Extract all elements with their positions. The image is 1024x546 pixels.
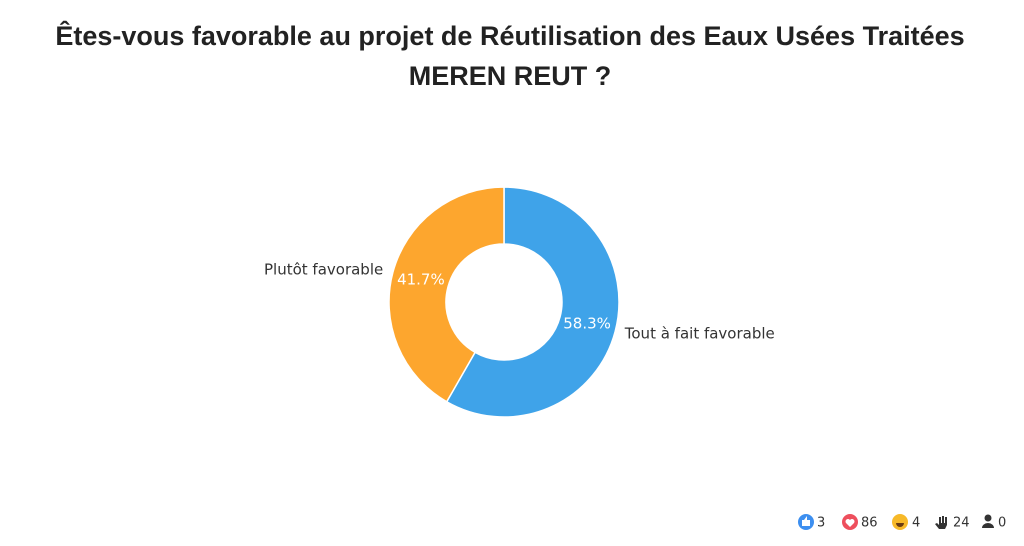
laugh-icon-mouth: [896, 523, 904, 527]
participant-icon-body: [982, 523, 994, 528]
laugh-icon: [892, 514, 908, 530]
slice-value-label: 41.7%: [397, 270, 445, 288]
hand-count: 24: [953, 516, 970, 531]
donut-slice: [445, 186, 620, 418]
participant-count: 0: [998, 516, 1006, 531]
laugh-count: 4: [912, 516, 920, 531]
slice-category-label: Plutôt favorable: [264, 260, 383, 278]
like-count: 3: [817, 516, 825, 531]
like-icon-thumb: [802, 516, 810, 526]
love-icon-heart: [845, 519, 855, 527]
love-count: 86: [861, 516, 878, 531]
slice-category-label: Tout à fait favorable: [624, 325, 775, 343]
chart-title: Êtes-vous favorable au projet de Réutili…: [55, 21, 965, 91]
participant-icon-head: [984, 514, 992, 522]
donut-slice: [388, 186, 505, 403]
hand-icon: [935, 516, 947, 529]
reactions-bar: 3 86 4 24 0: [798, 514, 1006, 531]
slice-value-label: 58.3%: [563, 315, 611, 333]
